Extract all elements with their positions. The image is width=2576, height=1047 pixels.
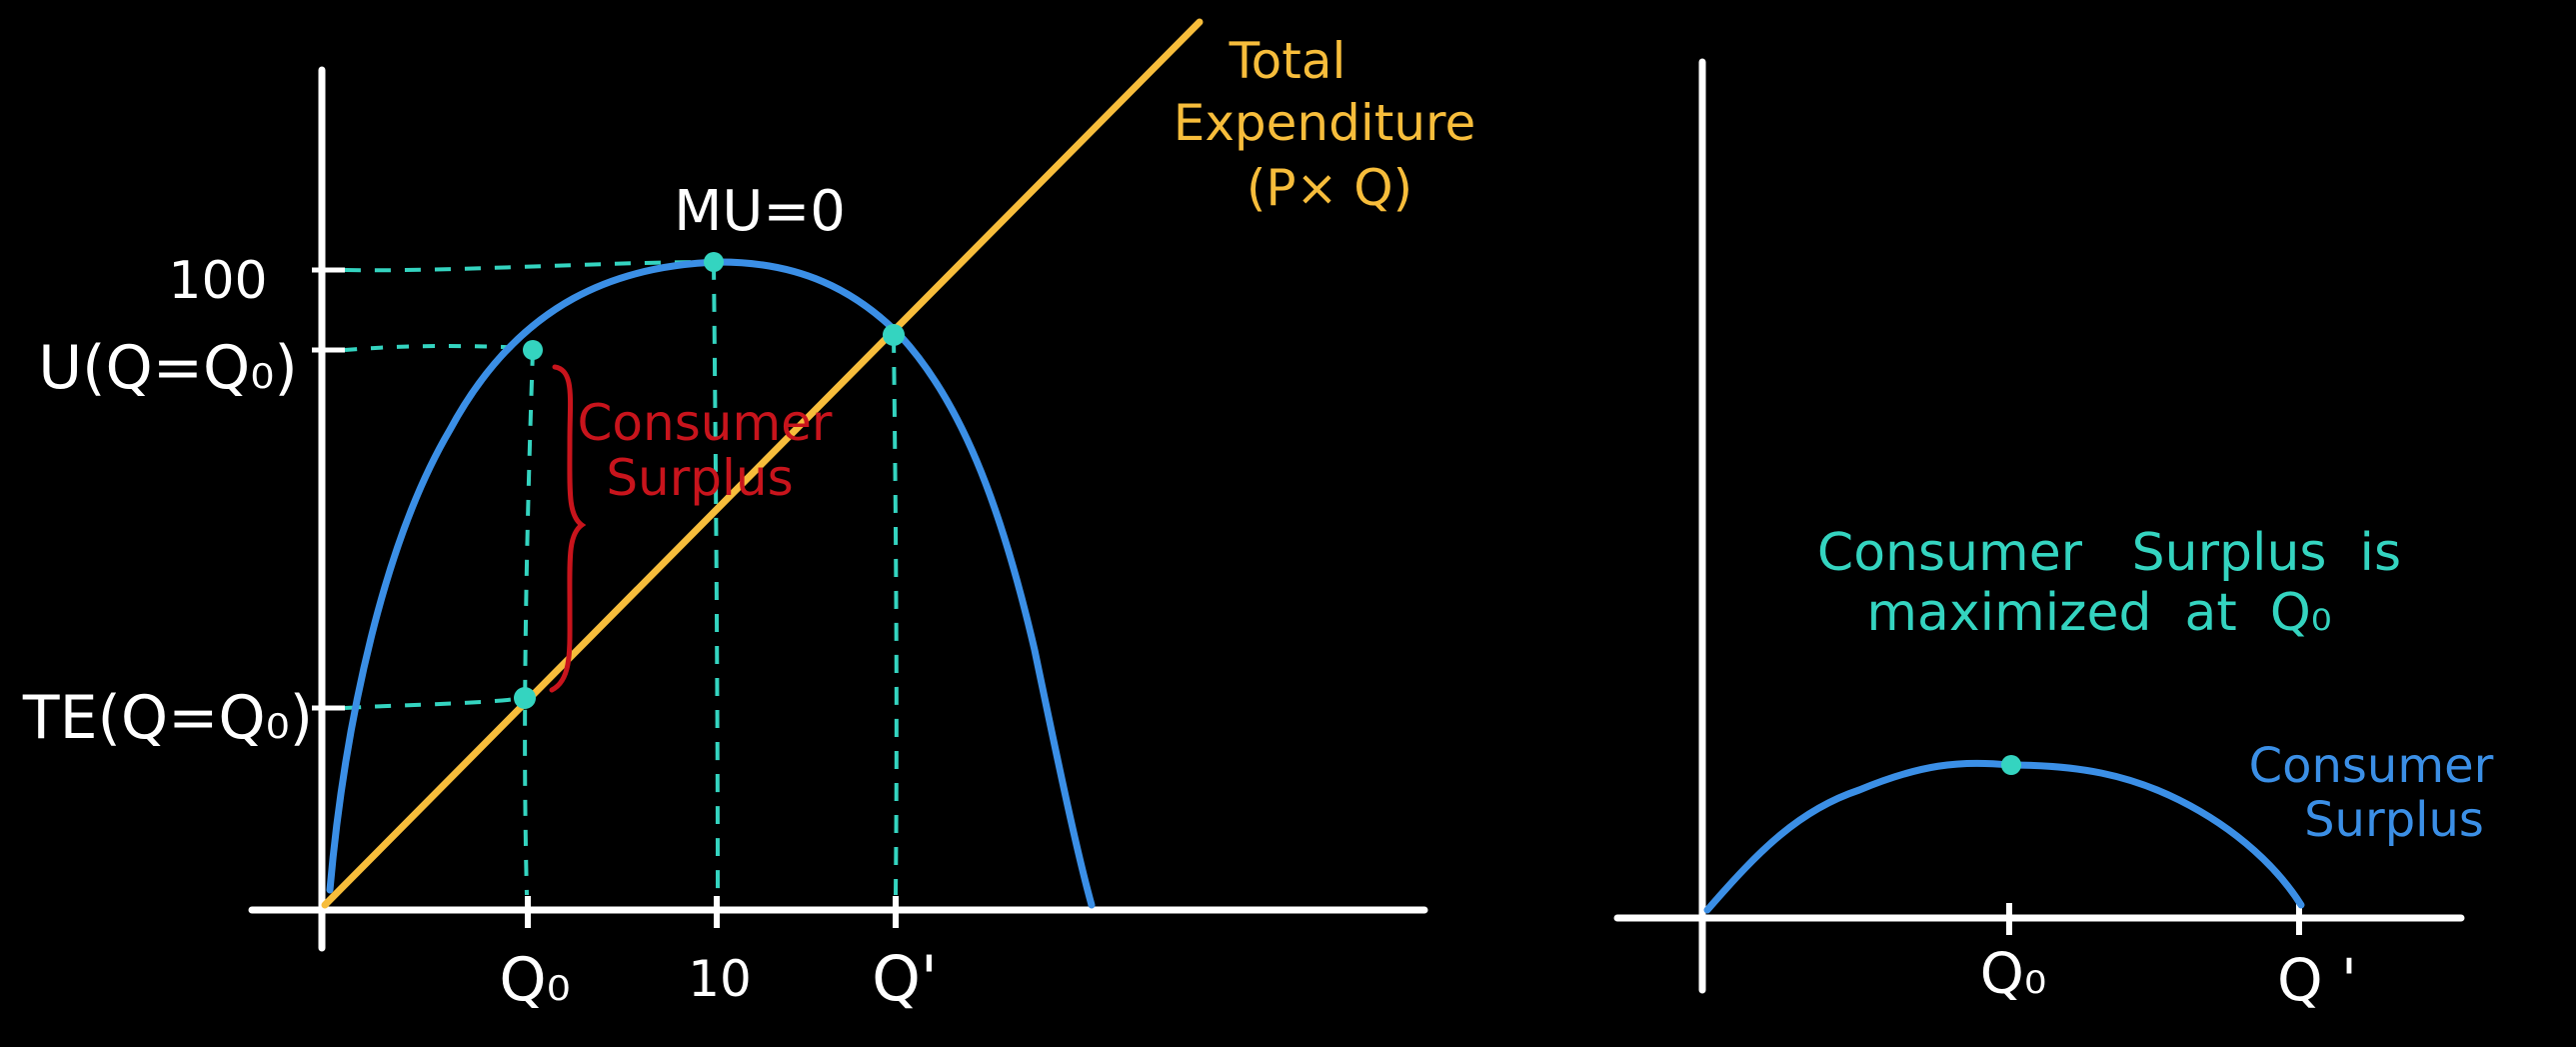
consumer-surplus-curve [1703,759,2305,914]
utility-curve [326,258,1096,909]
te-label-line1: Total [1229,32,1346,90]
guide-v-10 [712,261,720,896]
right-x-label-q0: Q₀ [1980,942,2047,1007]
guide-h-te-q0 [344,696,526,710]
guide-h-100 [344,260,715,273]
guide-v-q0 [523,349,535,896]
point-max-utility [704,252,724,272]
y-label-te-q0: TE(Q=Q₀) [22,683,313,753]
x-label-q0: Q₀ [499,945,570,1015]
note-line1: Consumer Surplus is [1817,523,2401,583]
right-chart: Consumer Surplus is maximized at Q₀ Cons… [1613,58,2494,1014]
cs-curve-label-line2: Surplus [2304,792,2484,848]
te-label-line2: Expenditure [1174,94,1476,152]
te-label-line3: (P× Q) [1247,159,1412,217]
total-expenditure-line [321,18,1204,909]
y-label-u-q0: U(Q=Q₀) [38,333,298,403]
guide-h-u-q0 [344,344,531,352]
right-x-label-qprime: Q ' [2277,946,2357,1014]
point-u-q0 [523,340,543,360]
point-cs-max [2001,755,2021,775]
mu-zero-label: MU=0 [674,179,846,244]
guide-v-qprime [892,334,899,896]
cs-curve-label-line1: Consumer [2249,738,2494,794]
x-label-qprime: Q' [872,942,938,1015]
y-label-100: 100 [168,251,267,311]
x-label-10: 10 [688,950,752,1008]
point-intersection-qprime [883,324,905,346]
surplus-label-line1: Consumer [578,394,833,452]
point-te-q0 [514,687,536,709]
surplus-label-line2: Surplus [606,449,793,507]
surplus-brace [549,364,587,693]
note-line2: maximized at Q₀ [1866,583,2331,643]
left-chart: 100 U(Q=Q₀) TE(Q=Q₀) Q₀ 10 Q' MU=0 Total… [22,18,1476,1015]
